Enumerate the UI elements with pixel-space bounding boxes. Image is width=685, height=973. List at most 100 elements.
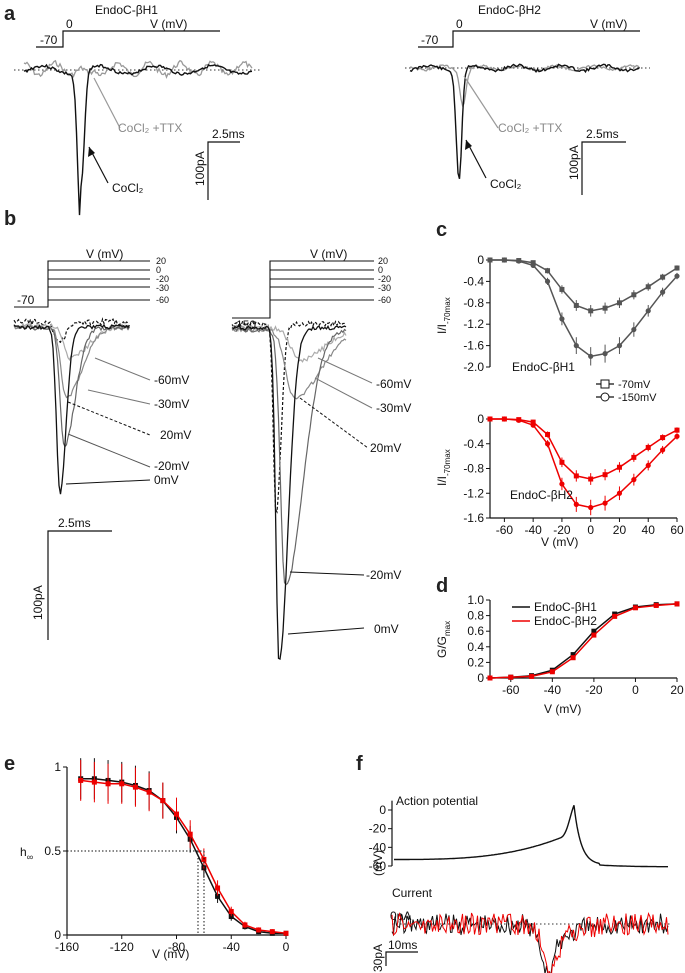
level-label: -20 bbox=[378, 274, 391, 284]
data-point bbox=[530, 260, 536, 266]
level-label: -60 bbox=[156, 295, 169, 305]
y-tick-label: 0 bbox=[477, 412, 484, 426]
legend-entry: -70mV bbox=[618, 379, 651, 391]
trace-label: 0mV bbox=[154, 473, 179, 487]
panel-c-bottom-ylabel: I/I-70max bbox=[435, 449, 452, 486]
trace-0mV bbox=[13, 323, 131, 495]
data-point bbox=[616, 490, 623, 496]
data-point bbox=[645, 308, 651, 314]
panel-a-left-title: EndoC-βH1 bbox=[95, 3, 158, 17]
y-tick-label: -1.2 bbox=[463, 317, 484, 331]
panel-b-right: V (mV) 20 0 -20 -30 -60 -150 -60mV -30mV… bbox=[231, 247, 411, 660]
x-tick-label: -60 bbox=[502, 683, 520, 697]
data-point bbox=[559, 481, 565, 487]
data-point bbox=[283, 930, 289, 936]
panel-b-left: V (mV) 20 0 -20 -30 -60 -70 -60mV -30mV … bbox=[13, 247, 191, 640]
scale-current: 30pA bbox=[371, 944, 385, 972]
data-point bbox=[588, 476, 594, 482]
y-tick-label: 0 bbox=[379, 803, 386, 817]
x-tick-label: 0 bbox=[587, 523, 594, 537]
data-point bbox=[215, 885, 221, 891]
data-point bbox=[508, 674, 514, 680]
square-marker-icon bbox=[600, 379, 610, 389]
panel-letter-e: e bbox=[4, 753, 15, 775]
x-tick-label: -40 bbox=[544, 683, 562, 697]
data-point bbox=[559, 316, 565, 322]
panel-letter-b: b bbox=[4, 208, 16, 230]
data-point bbox=[228, 908, 234, 914]
x-tick-label: 20 bbox=[670, 683, 684, 697]
scale-current: 100pA bbox=[193, 151, 207, 186]
level-label: 0 bbox=[156, 265, 161, 275]
data-point bbox=[530, 419, 536, 425]
data-point bbox=[645, 284, 651, 290]
data-point bbox=[602, 305, 608, 311]
data-point bbox=[612, 613, 618, 619]
x-tick-label: -40 bbox=[524, 523, 542, 537]
panel-e-ylabel: h∞ bbox=[20, 845, 33, 862]
data-point bbox=[602, 500, 608, 506]
panel-d: 0 0.20.4 0.60.8 1.0 -60 -40 -20 0 20 G/Gmax V (m… bbox=[435, 593, 684, 716]
trace-20mV bbox=[13, 317, 130, 344]
circle-marker-icon bbox=[600, 392, 610, 402]
data-point bbox=[616, 464, 622, 470]
data-point bbox=[573, 473, 579, 479]
ttx-trace bbox=[410, 64, 640, 107]
scale-current: 100pA bbox=[31, 585, 45, 620]
data-point bbox=[544, 278, 551, 284]
panel-letter-a: a bbox=[4, 3, 16, 25]
data-point bbox=[146, 789, 152, 795]
data-point bbox=[591, 632, 597, 638]
data-point bbox=[674, 427, 680, 433]
data-point bbox=[545, 431, 551, 437]
scale-bar bbox=[385, 951, 418, 966]
vlabel: V (mV) bbox=[590, 17, 627, 31]
data-point bbox=[269, 929, 275, 935]
voltage-protocol bbox=[36, 30, 220, 48]
data-point bbox=[549, 669, 555, 675]
level-label: -30 bbox=[378, 283, 391, 293]
data-point bbox=[516, 258, 522, 264]
trace-label: -20mV bbox=[366, 568, 401, 582]
trace-label: -30mV bbox=[376, 401, 411, 415]
x-tick-label: 0 bbox=[632, 683, 639, 697]
data-point bbox=[545, 268, 551, 274]
data-point bbox=[487, 675, 493, 681]
y-tick-label: 0.4 bbox=[467, 640, 484, 654]
data-point bbox=[91, 779, 97, 785]
hold-label: -70 bbox=[17, 293, 35, 307]
y-tick-label: 0 bbox=[54, 928, 61, 942]
level-label: 0 bbox=[378, 265, 383, 275]
panel-e: 0 0.5 1 -160 -120 -80 -40 0 h∞ V (mV) bbox=[20, 758, 290, 961]
level-label: -20 bbox=[156, 274, 169, 284]
panel-letter-d: d bbox=[436, 575, 448, 597]
data-point bbox=[602, 351, 608, 357]
y-tick-label: -1.2 bbox=[463, 486, 484, 500]
y-tick-label: 0.6 bbox=[467, 624, 484, 638]
data-point bbox=[105, 781, 111, 787]
ap-ylabel: (mV) bbox=[371, 850, 385, 876]
panel-c-top-ylabel: I/I-70max bbox=[435, 297, 452, 334]
x-tick-label: -20 bbox=[553, 523, 571, 537]
step-20 bbox=[232, 260, 374, 319]
panel-d-ylabel: G/Gmax bbox=[435, 621, 452, 658]
data-point bbox=[559, 459, 565, 465]
data-point bbox=[570, 655, 576, 661]
panel-c-bottom-data bbox=[487, 416, 680, 516]
current-trace-red bbox=[391, 912, 669, 973]
data-point bbox=[529, 673, 535, 679]
data-point bbox=[660, 435, 666, 441]
data-point bbox=[187, 831, 193, 837]
data-point bbox=[645, 462, 651, 469]
panel-c-top-data bbox=[487, 257, 680, 366]
data-point bbox=[256, 927, 262, 933]
ttx-pointer bbox=[463, 75, 499, 129]
level-label: 20 bbox=[156, 256, 166, 266]
panel-letter-c: c bbox=[436, 219, 447, 241]
y-tick-label: 1 bbox=[54, 760, 61, 774]
y-tick-label: -0.4 bbox=[463, 437, 484, 451]
control-trace bbox=[409, 63, 640, 179]
panel-c-xlabel: V (mV) bbox=[541, 535, 578, 549]
control-arrowhead bbox=[88, 147, 95, 157]
